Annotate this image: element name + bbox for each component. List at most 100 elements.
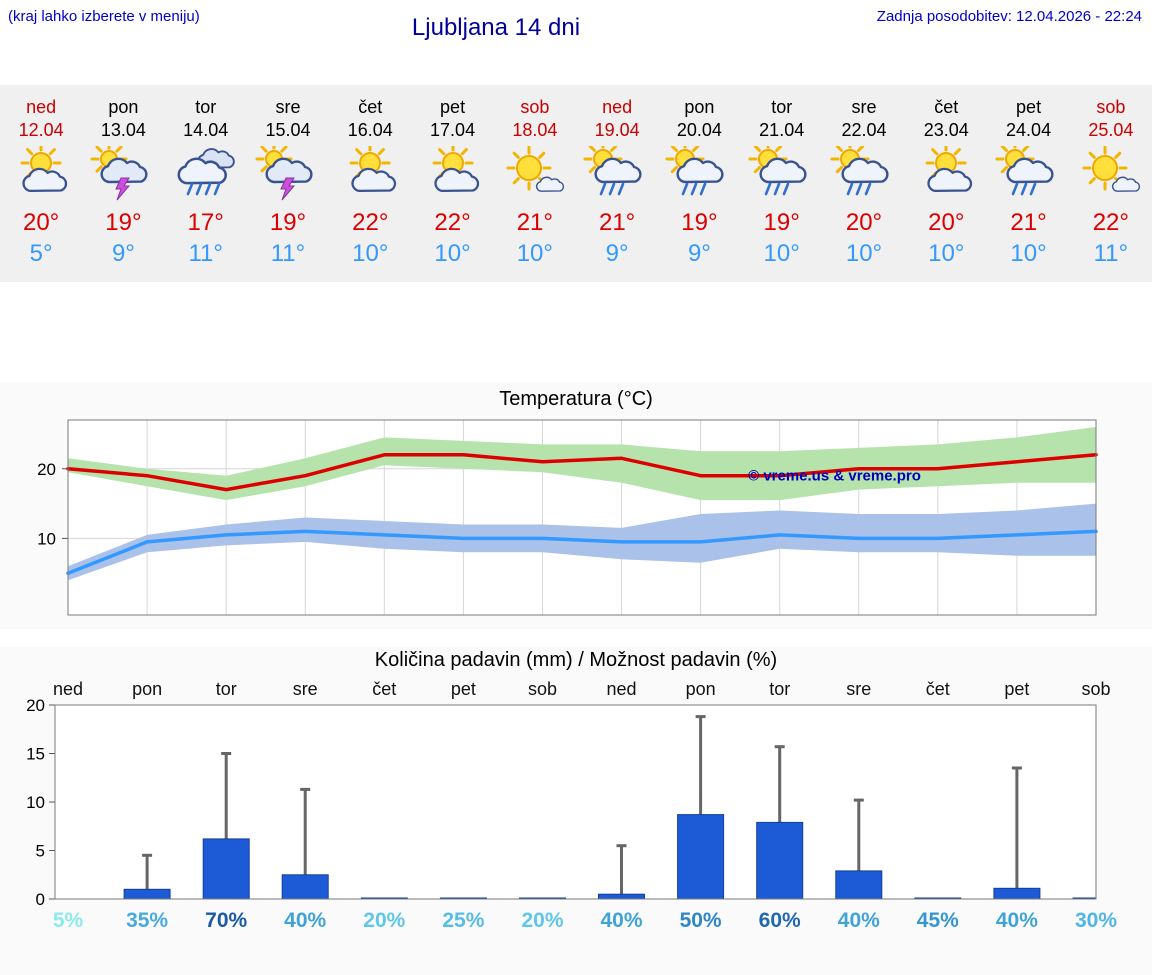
precip-day-label: pon <box>132 679 162 699</box>
precip-bar <box>598 893 645 899</box>
forecast-day[interactable]: tor 21.04 19° 10° <box>741 97 823 268</box>
precip-day-label: tor <box>216 679 237 699</box>
sun-rain-icon <box>658 146 740 204</box>
precip-day-label: ned <box>606 679 636 699</box>
high-temp: 20° <box>845 209 883 236</box>
day-name: čet <box>934 97 959 117</box>
thunderstorm-icon <box>247 146 329 204</box>
page-title: Ljubljana 14 dni <box>411 14 581 41</box>
low-temp: 9° <box>605 240 629 267</box>
partly-sunny-icon <box>0 146 82 204</box>
forecast-day[interactable]: sre 15.04 19° 11° <box>247 97 329 268</box>
y-tick-label: 20 <box>26 696 45 715</box>
day-name: pet <box>1016 97 1042 117</box>
y-tick-label: 10 <box>26 793 45 812</box>
high-temp: 20° <box>928 209 965 236</box>
low-temp: 10° <box>845 240 883 267</box>
high-temp: 19° <box>105 209 142 236</box>
precip-bar <box>123 888 171 899</box>
low-temp: 10° <box>763 240 800 267</box>
sun-rain-icon <box>741 146 823 204</box>
forecast-day[interactable]: sob 18.04 21° 10° <box>494 97 576 268</box>
day-name: pon <box>684 97 715 117</box>
temperature-chart-section: Temperatura (°C) 10 20 © vreme.us & vreme.… <box>0 382 1152 629</box>
forecast-day[interactable]: tor 14.04 17° 11° <box>165 97 247 268</box>
day-date: 14.04 <box>183 120 229 140</box>
precip-probability-label: 40% <box>600 909 642 932</box>
precip-bar <box>281 874 329 899</box>
day-name: čet <box>358 97 383 117</box>
precip-probability-label: 30% <box>1075 909 1117 932</box>
precip-day-label: čet <box>926 679 950 699</box>
forecast-day[interactable]: sre 22.04 20° 10° <box>823 97 905 268</box>
low-temp: 5° <box>29 240 53 267</box>
partly-sunny-icon <box>329 146 411 204</box>
day-date: 16.04 <box>347 120 393 140</box>
low-temp: 10° <box>928 240 965 267</box>
day-name: pon <box>108 97 139 117</box>
low-temp: 9° <box>111 240 135 267</box>
low-temp: 11° <box>1093 240 1129 267</box>
precip-day-label: sob <box>528 679 557 699</box>
day-date: 19.04 <box>594 120 640 140</box>
partly-sunny-icon <box>905 146 987 204</box>
precip-probability-label: 50% <box>680 909 722 932</box>
min-temperature-line <box>66 529 1098 575</box>
low-temp: 9° <box>687 240 711 267</box>
forecast-day[interactable]: čet 16.04 22° 10° <box>329 97 411 268</box>
day-date: 15.04 <box>265 120 311 140</box>
day-name: sob <box>520 97 550 117</box>
forecast-day[interactable]: pet 17.04 22° 10° <box>411 97 493 268</box>
forecast-day[interactable]: ned 19.04 21° 9° <box>576 97 658 268</box>
day-date: 21.04 <box>759 120 805 140</box>
day-name: ned <box>26 97 57 117</box>
day-date: 18.04 <box>512 120 558 140</box>
sun-rain-icon <box>823 146 905 204</box>
forecast-day[interactable]: ned 12.04 20° 5° <box>0 97 82 268</box>
day-name: pet <box>440 97 466 117</box>
precip-day-label: pet <box>1004 679 1029 699</box>
forecast-day[interactable]: sob 25.04 22° 11° <box>1070 97 1152 268</box>
precip-probability-label: 35% <box>126 909 168 932</box>
forecast-day[interactable]: čet 23.04 20° 10° <box>905 97 987 268</box>
precip-probability-label: 70% <box>205 909 247 932</box>
forecast-day[interactable]: pet 24.04 21° 10° <box>987 97 1069 268</box>
forecast-day[interactable]: pon 13.04 19° 9° <box>82 97 164 268</box>
high-temp: 20° <box>22 209 60 236</box>
high-temp: 21° <box>516 209 553 236</box>
high-temp: 22° <box>352 209 389 236</box>
low-temp: 10° <box>1010 240 1047 267</box>
day-date: 12.04 <box>18 120 64 140</box>
day-date: 25.04 <box>1088 120 1134 140</box>
low-temp: 10° <box>434 240 471 267</box>
high-temp: 19° <box>681 209 718 236</box>
forecast-day[interactable]: pon 20.04 19° 9° <box>658 97 740 268</box>
mostly-sunny-icon <box>494 146 576 204</box>
thunderstorm-icon <box>82 146 164 204</box>
y-tick-label: 10 <box>37 529 56 548</box>
precip-probability-label: 25% <box>442 909 484 932</box>
high-temp: 22° <box>434 209 471 236</box>
header: (kraj lahko izberete v meniju) Ljubljana… <box>0 0 1152 60</box>
precip-day-label: sre <box>846 679 871 699</box>
chart-watermark: © vreme.us & vreme.pro <box>748 468 921 485</box>
day-date: 20.04 <box>676 120 722 140</box>
y-tick-label: 20 <box>37 460 56 479</box>
precip-bar <box>677 814 725 899</box>
precip-day-label: ned <box>53 679 83 699</box>
low-temp: 11° <box>270 240 306 267</box>
high-temp: 22° <box>1092 209 1129 236</box>
day-name: sre <box>851 97 877 117</box>
day-date: 23.04 <box>923 120 969 140</box>
precip-probability-label: 5% <box>53 909 84 932</box>
temperature-chart: 10 20 © vreme.us & vreme.pro <box>37 419 1098 616</box>
day-date: 24.04 <box>1006 120 1052 140</box>
precip-day-label: tor <box>769 679 790 699</box>
partly-sunny-icon <box>411 146 493 204</box>
precip-day-label: sre <box>293 679 318 699</box>
low-temp: 10° <box>516 240 553 267</box>
day-date: 22.04 <box>841 120 887 140</box>
low-temp: 10° <box>352 240 389 267</box>
precip-probability-label: 40% <box>284 909 326 932</box>
low-temp: 11° <box>188 240 223 267</box>
